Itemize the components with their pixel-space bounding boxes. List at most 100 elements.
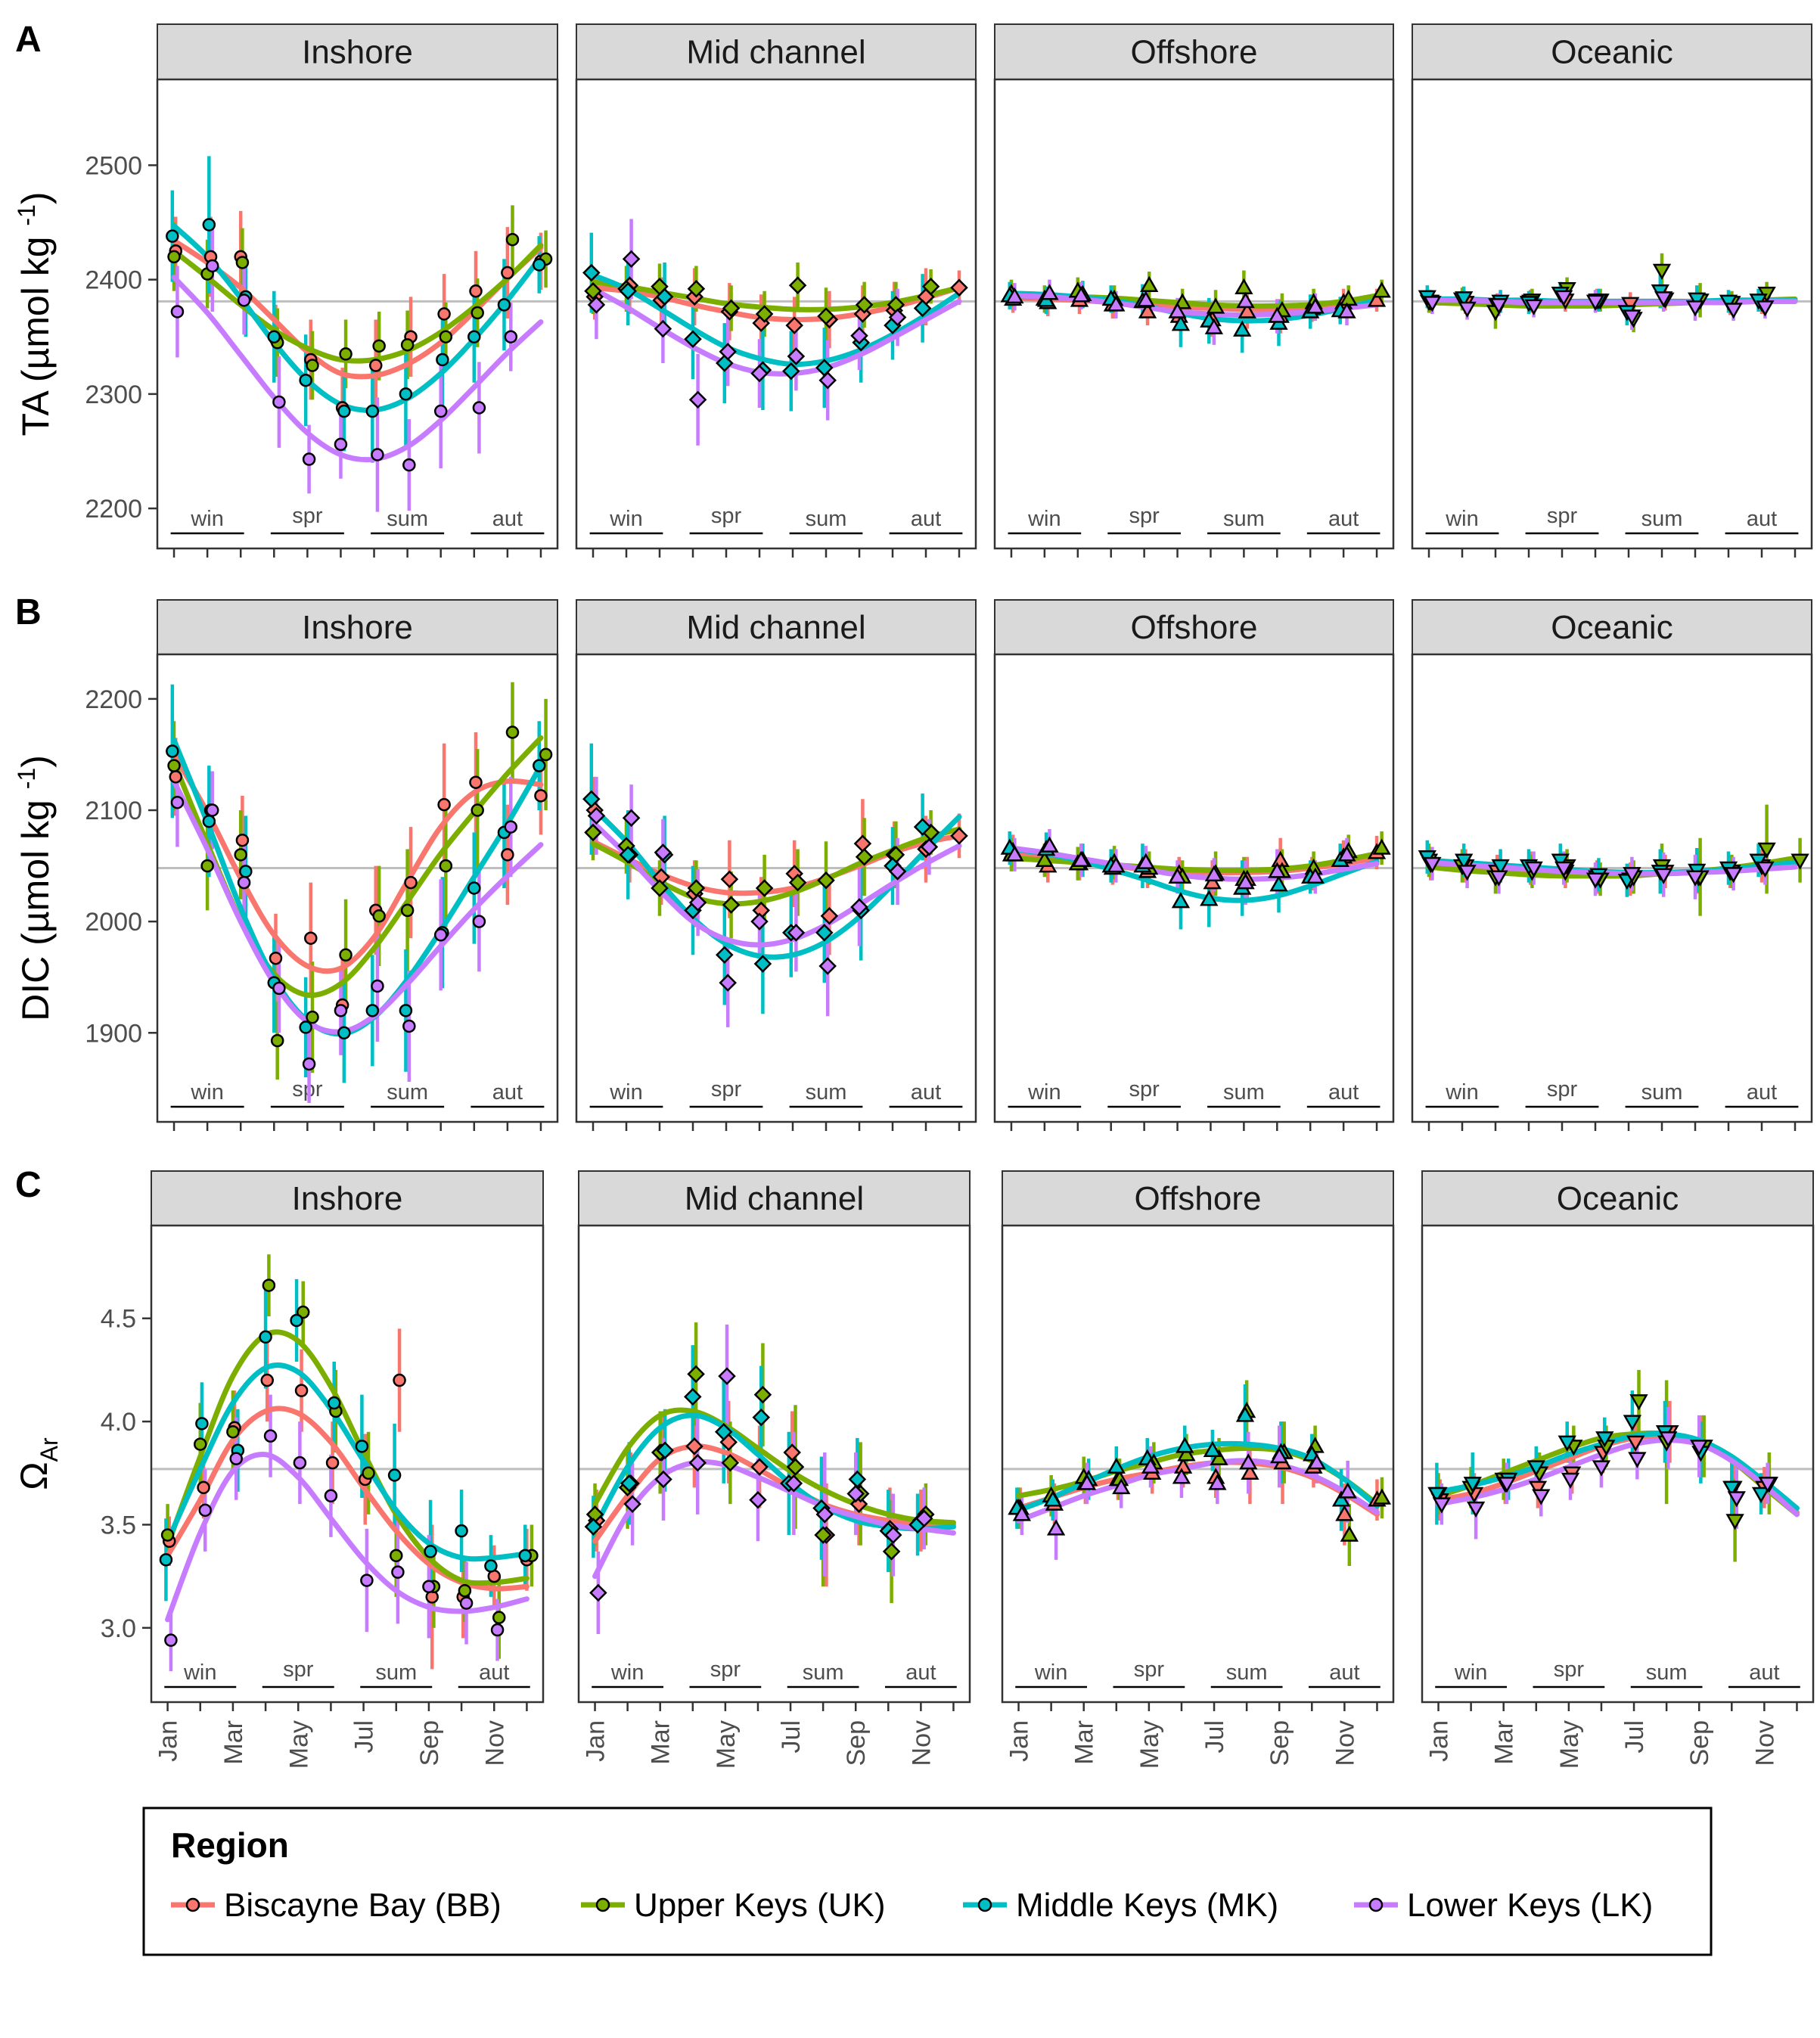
data-point-uk bbox=[1757, 842, 1776, 859]
data-point-uk bbox=[339, 948, 353, 962]
data-point-mk bbox=[202, 218, 216, 231]
trend-line-lk bbox=[1436, 1437, 1800, 1518]
data-point-lk bbox=[850, 898, 868, 916]
facet-title: Oceanic bbox=[1557, 1180, 1679, 1217]
season-label: aut bbox=[1747, 507, 1777, 531]
season-label: sum bbox=[1641, 1080, 1683, 1104]
data-point-lk bbox=[622, 809, 641, 828]
x-tick-label: Nov bbox=[480, 1720, 509, 1766]
season-label: aut bbox=[905, 1661, 936, 1685]
data-point-lk bbox=[1685, 300, 1705, 317]
data-point-mk bbox=[1455, 853, 1474, 870]
data-point-lk bbox=[1758, 1477, 1777, 1493]
facet-title: Oceanic bbox=[1551, 609, 1672, 646]
trend-line-mk bbox=[171, 223, 544, 413]
facet-inshore: Inshorewinsprsumaut1900200021002200 bbox=[85, 599, 559, 1131]
data-point-lk bbox=[915, 1509, 933, 1528]
x-tick-label: Nov bbox=[907, 1720, 936, 1766]
legend-box bbox=[142, 1807, 1713, 1956]
facet-title: Offshore bbox=[1131, 609, 1258, 646]
data-point-bb bbox=[269, 951, 283, 965]
data-point-lk bbox=[1040, 836, 1059, 853]
data-point-mk bbox=[619, 281, 637, 300]
trend-line-lk bbox=[165, 1452, 530, 1623]
data-point-lk bbox=[1208, 1474, 1227, 1490]
data-point-uk bbox=[584, 823, 602, 842]
facet-inshore: Inshore win spr sum aut 3.0 3.5 4.0 4.5 Jan Mar May… bbox=[101, 1170, 545, 1769]
data-point-bb bbox=[1367, 290, 1387, 307]
data-point-mk bbox=[1107, 1457, 1126, 1474]
data-point-bb bbox=[260, 1373, 274, 1387]
data-point-lk bbox=[1168, 867, 1187, 884]
trend-line-lk bbox=[590, 286, 962, 377]
data-point-mk bbox=[684, 330, 702, 349]
data-point-lk bbox=[293, 1455, 307, 1470]
data-point-uk bbox=[1177, 1445, 1196, 1462]
data-point-lk bbox=[719, 343, 737, 361]
legend-marker bbox=[185, 1897, 200, 1912]
data-point-lk bbox=[1307, 1453, 1326, 1470]
data-point-mk bbox=[399, 387, 413, 401]
data-point-uk bbox=[921, 277, 940, 296]
season-label: win bbox=[610, 1661, 644, 1685]
data-point-bb bbox=[197, 1480, 210, 1495]
data-point-mk bbox=[166, 229, 179, 243]
facet-oceanic: Oceanic win spr sum aut Jan Mar May Jul Sep Nov bbox=[1421, 1170, 1815, 1769]
data-point-lk bbox=[1012, 1505, 1032, 1521]
facet-mid-channel: Mid channel win spr sum aut bbox=[575, 599, 977, 1131]
data-point-bb bbox=[1138, 302, 1157, 318]
season-label: win bbox=[1027, 1080, 1061, 1104]
data-point-lk bbox=[263, 1429, 278, 1443]
data-point-lk bbox=[1554, 290, 1573, 306]
season-label: aut bbox=[911, 507, 941, 531]
season-label: spr bbox=[1547, 1077, 1578, 1101]
data-point-lk bbox=[1623, 309, 1641, 326]
season-label: spr bbox=[711, 1077, 742, 1101]
season-label: win bbox=[609, 1080, 643, 1104]
season-label: spr bbox=[1554, 1657, 1585, 1682]
data-point-uk bbox=[722, 299, 741, 318]
data-point-lk bbox=[1654, 291, 1673, 308]
season-label: win bbox=[190, 1080, 224, 1104]
season-label: win bbox=[609, 507, 643, 531]
data-point-bb bbox=[437, 797, 451, 812]
data-point-lk bbox=[623, 1495, 641, 1513]
x-tick-label: Mar bbox=[647, 1720, 676, 1765]
panel-background bbox=[995, 654, 1393, 1122]
facet-strip bbox=[576, 599, 977, 655]
legend-label: Lower Keys (LK) bbox=[1407, 1887, 1653, 1924]
panel-border bbox=[577, 1224, 971, 1704]
data-point-lk bbox=[718, 1367, 736, 1385]
data-point-lk bbox=[1524, 299, 1543, 315]
data-point-mk bbox=[584, 1518, 603, 1536]
panel-background bbox=[576, 654, 976, 1122]
data-point-mk bbox=[1749, 853, 1768, 870]
data-point-uk bbox=[1035, 850, 1054, 867]
data-point-lk bbox=[1168, 302, 1187, 318]
data-point-lk bbox=[688, 390, 707, 409]
season-label: aut bbox=[911, 1080, 941, 1104]
data-point-lk bbox=[1337, 845, 1356, 862]
data-point-mk bbox=[619, 846, 637, 864]
y-tick-label: 2200 bbox=[85, 685, 142, 714]
season-label: aut bbox=[1747, 1080, 1777, 1104]
trend-line-uk bbox=[592, 1407, 956, 1526]
data-point-lk bbox=[587, 296, 606, 314]
data-point-mk bbox=[1722, 1480, 1741, 1497]
panel-border bbox=[1001, 1224, 1395, 1704]
data-point-uk bbox=[471, 803, 484, 817]
legend-item-lk: Lower Keys (LK) bbox=[1354, 1887, 1653, 1924]
data-point-mk bbox=[455, 1524, 468, 1538]
data-point-mk bbox=[1171, 892, 1191, 909]
season-label: spr bbox=[1134, 1657, 1165, 1682]
data-point-bb bbox=[950, 278, 968, 297]
season-label: aut bbox=[492, 507, 523, 531]
data-point-uk bbox=[505, 232, 520, 247]
data-point-lk bbox=[1727, 1491, 1746, 1508]
trend-line-lk bbox=[1016, 1458, 1380, 1524]
legend-label: Middle Keys (MK) bbox=[1016, 1887, 1278, 1924]
data-point-mk bbox=[327, 1396, 341, 1410]
data-point-uk bbox=[814, 1526, 832, 1544]
data-point-lk bbox=[1756, 861, 1775, 878]
